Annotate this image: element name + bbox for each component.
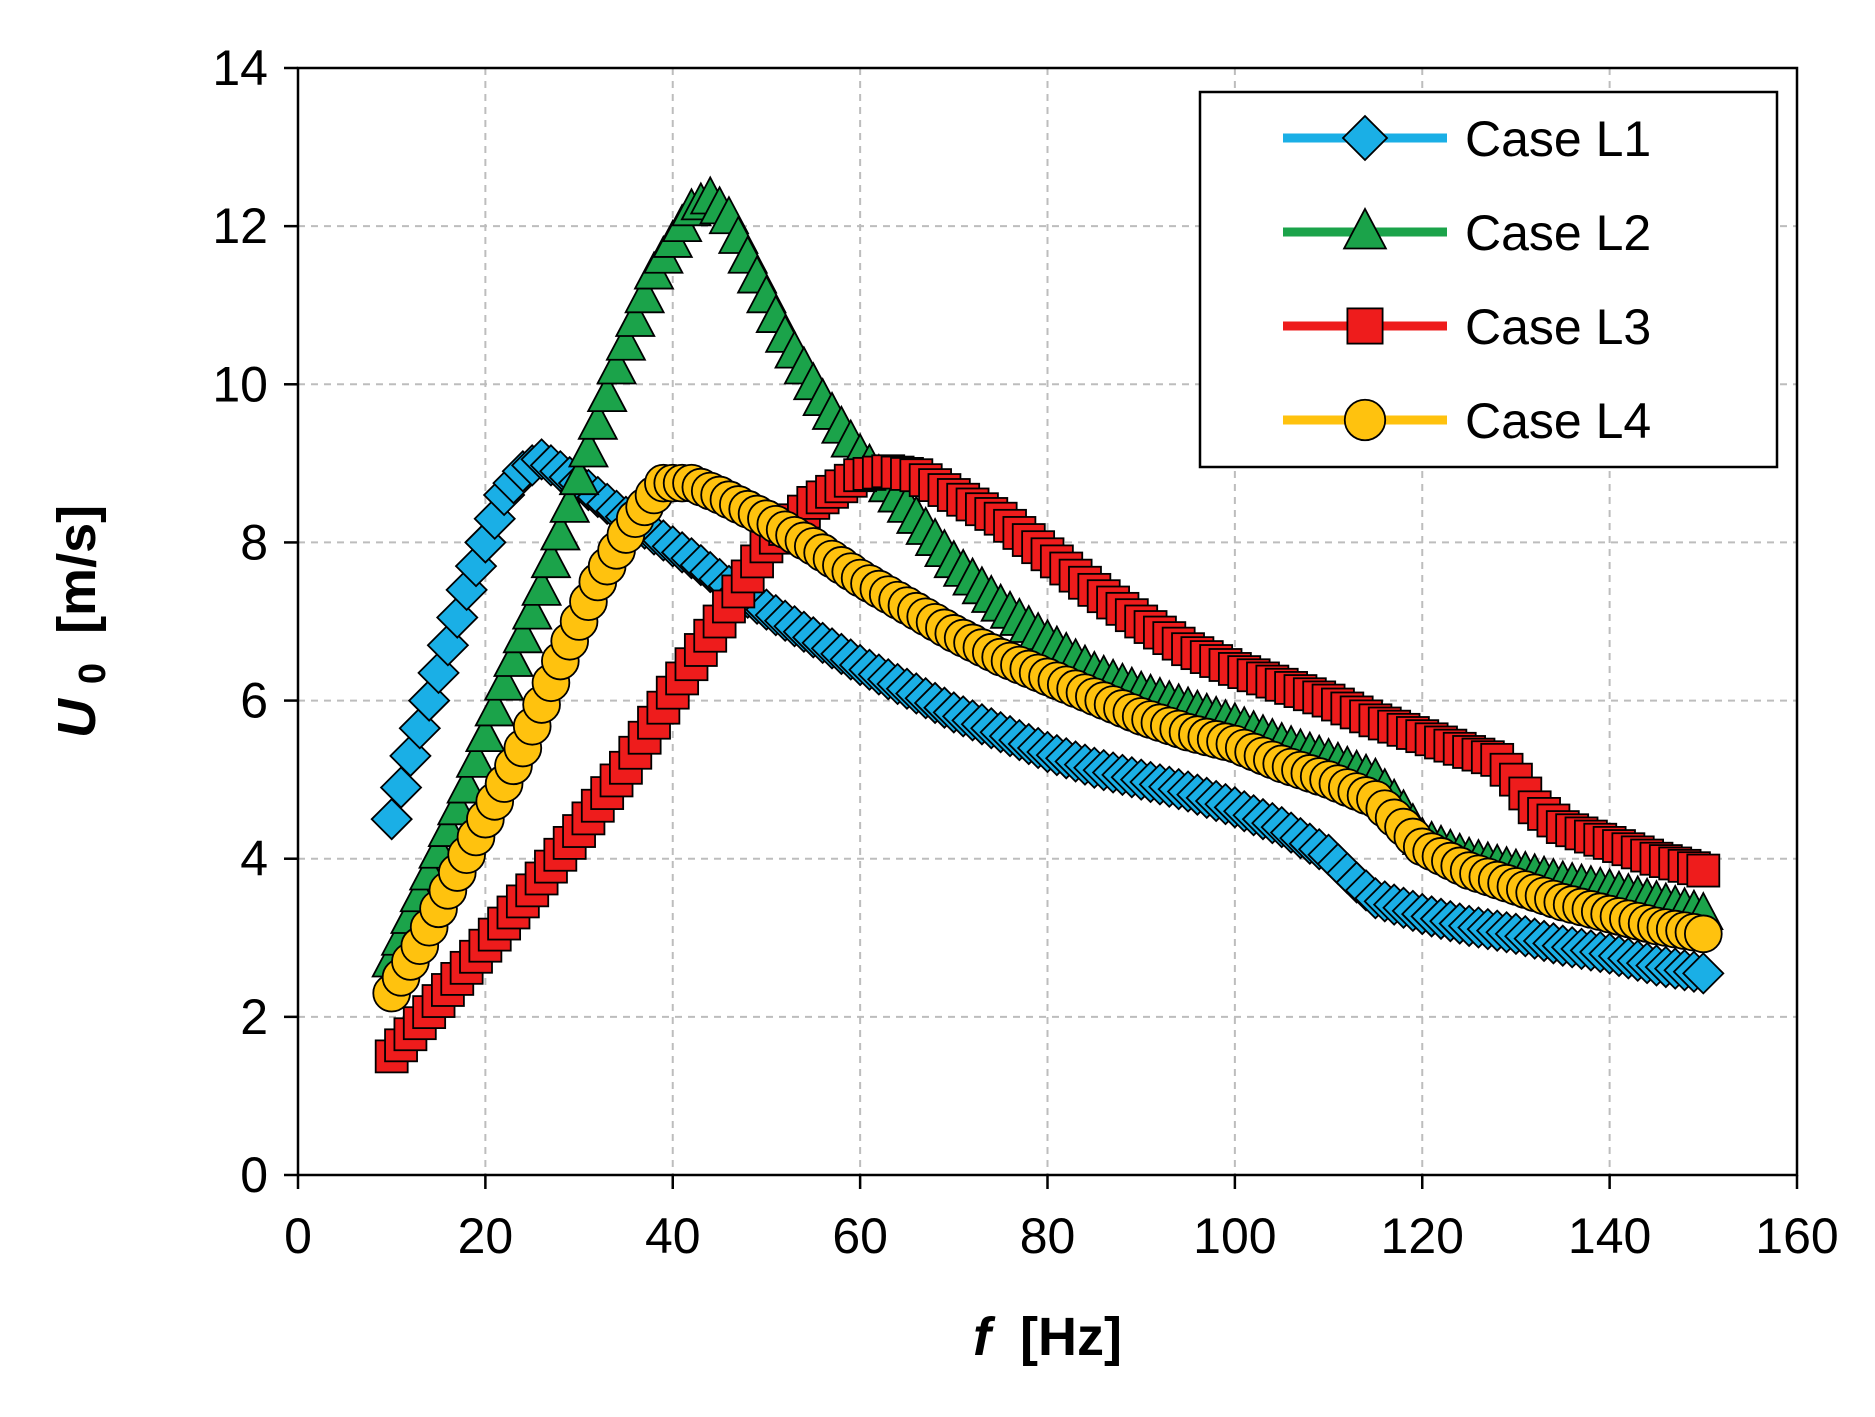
series-layer bbox=[370, 175, 1725, 1074]
y-axis-subscript: 0 bbox=[72, 663, 114, 684]
legend-entry: Case L2 bbox=[1283, 205, 1651, 261]
data-point bbox=[455, 738, 497, 778]
y-tick-label: 4 bbox=[240, 831, 268, 887]
data-point bbox=[492, 638, 534, 677]
legend-entry: Case L1 bbox=[1283, 111, 1651, 167]
data-point bbox=[464, 713, 506, 753]
legend-label: Case L1 bbox=[1465, 111, 1651, 167]
legend: Case L1 Case L2 Case L3 Case L4 bbox=[1198, 90, 1779, 469]
data-point bbox=[558, 456, 600, 496]
legend-label: Case L4 bbox=[1465, 393, 1651, 449]
x-axis-symbol: f bbox=[973, 1307, 996, 1367]
x-tick-label: 60 bbox=[832, 1208, 888, 1264]
data-point bbox=[446, 764, 488, 804]
y-tick-label: 8 bbox=[240, 514, 268, 570]
legend-label: Case L3 bbox=[1465, 299, 1651, 355]
legend-marker bbox=[1346, 307, 1384, 345]
data-point bbox=[502, 614, 544, 654]
legend-entries: Case L1 Case L2 Case L3 Case L4 bbox=[1283, 111, 1651, 449]
data-point bbox=[549, 483, 591, 523]
data-point bbox=[483, 661, 525, 701]
data-point bbox=[614, 298, 656, 337]
data-point bbox=[370, 797, 413, 841]
y-tick-label: 10 bbox=[212, 356, 268, 412]
legend-marker bbox=[1342, 206, 1388, 250]
data-point bbox=[605, 321, 647, 361]
x-axis-unit: [Hz] bbox=[1020, 1307, 1122, 1367]
series-3 bbox=[374, 454, 1721, 1074]
x-tick-label: 120 bbox=[1381, 1208, 1464, 1264]
x-tick-label: 40 bbox=[645, 1208, 701, 1264]
data-point bbox=[567, 428, 609, 468]
data-point bbox=[474, 687, 516, 727]
y-tick-label: 14 bbox=[212, 40, 268, 96]
legend-marker bbox=[1341, 114, 1389, 162]
data-point bbox=[539, 511, 581, 551]
x-tick-label: 0 bbox=[284, 1208, 312, 1264]
data-point bbox=[530, 539, 572, 579]
y-tick-label: 2 bbox=[240, 989, 268, 1045]
data-point bbox=[586, 373, 628, 413]
legend-label: Case L2 bbox=[1465, 205, 1651, 261]
data-point bbox=[511, 590, 553, 630]
data-point bbox=[596, 345, 638, 385]
legend-box bbox=[1198, 90, 1779, 469]
y-axis-title: U 0 [m/s] bbox=[47, 505, 117, 738]
series-4 bbox=[372, 463, 1723, 1013]
legend-entry: Case L3 bbox=[1283, 299, 1651, 355]
y-tick-label: 6 bbox=[240, 673, 268, 729]
data-point bbox=[577, 400, 619, 440]
data-point bbox=[521, 566, 563, 606]
x-tick-label: 100 bbox=[1193, 1208, 1276, 1264]
data-point bbox=[1682, 952, 1725, 995]
tick-labels: 0 20 40 60 80 100 120 140 160 0 2 4 6 8 10 12 14 bbox=[212, 40, 1838, 1264]
y-axis-symbol: U bbox=[47, 697, 107, 738]
x-axis-title: f [Hz] bbox=[973, 1307, 1122, 1367]
y-tick-label: 12 bbox=[212, 198, 268, 254]
legend-entry: Case L4 bbox=[1283, 393, 1651, 449]
legend-marker bbox=[1343, 398, 1387, 442]
y-axis-unit: [m/s] bbox=[47, 505, 107, 634]
y-tick-label: 0 bbox=[240, 1147, 268, 1203]
x-tick-label: 140 bbox=[1568, 1208, 1651, 1264]
data-point bbox=[1686, 853, 1721, 888]
data-point bbox=[624, 274, 666, 314]
data-point bbox=[1684, 914, 1723, 954]
x-tick-label: 20 bbox=[458, 1208, 514, 1264]
x-tick-label: 160 bbox=[1755, 1208, 1838, 1264]
x-tick-label: 80 bbox=[1020, 1208, 1076, 1264]
data-point bbox=[379, 766, 423, 809]
